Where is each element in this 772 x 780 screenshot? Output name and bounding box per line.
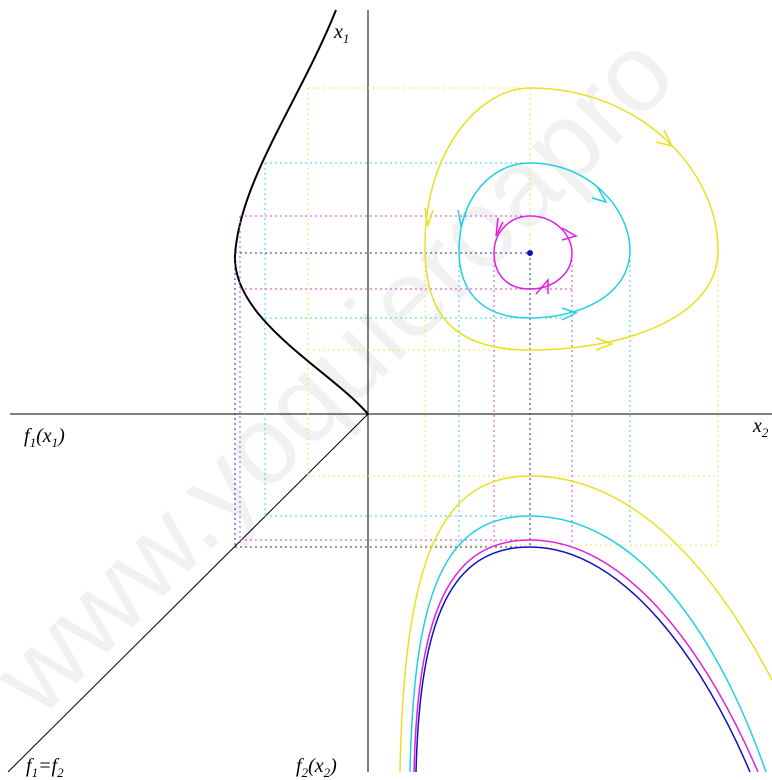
label-text: x — [333, 21, 343, 43]
label-text: f — [24, 425, 32, 447]
magenta-curve — [413, 539, 759, 773]
projection-lines — [234, 87, 719, 548]
blue-curve — [415, 546, 751, 773]
f1-label: f1(x1) — [24, 425, 65, 450]
subscript: 1 — [30, 435, 37, 450]
x2-label: x2 — [752, 415, 769, 440]
label-text: =f — [38, 755, 59, 777]
diagonal-label: f1=f2 — [26, 755, 64, 780]
subscript: 1 — [343, 31, 350, 46]
x1-label: x1 — [333, 21, 349, 46]
cyan-curve — [409, 515, 767, 773]
subscript: 2 — [57, 765, 64, 780]
label-text: (x — [36, 425, 52, 447]
subscript: 1 — [52, 435, 59, 450]
subscript: 2 — [324, 765, 331, 780]
yellow-orbit — [424, 87, 719, 351]
watermark: www.yoquieroapro — [0, 10, 697, 738]
subscript: 2 — [762, 425, 769, 440]
equilibrium-point — [527, 250, 533, 256]
subscript: 2 — [302, 765, 309, 780]
subscript: 1 — [32, 765, 39, 780]
label-text: (x — [308, 755, 324, 777]
label-text: ) — [57, 425, 65, 447]
f2-label: f2(x2) — [296, 755, 337, 780]
label-text: x — [752, 415, 762, 437]
label-text: f — [26, 755, 34, 777]
label-text: f — [296, 755, 304, 777]
yellow-curve — [399, 475, 772, 773]
magenta-orbit — [493, 215, 573, 290]
direction-arrows — [424, 129, 674, 351]
label-text: ) — [329, 755, 337, 777]
